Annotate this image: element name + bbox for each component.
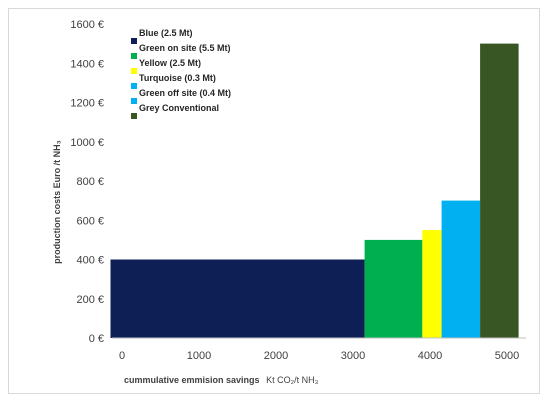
y-tick-label-6: 1200 € [70, 98, 104, 110]
x-tick-label-5: 5000 [495, 350, 519, 362]
legend-swatch-3 [131, 83, 137, 89]
y-tick-label-8: 1600 € [70, 19, 104, 31]
y-tick-label-3: 600 € [76, 215, 104, 227]
x-axis-title: cummulative emmision savings Kt CO₂/t NH… [124, 375, 319, 385]
legend-label-0: Blue (2.5 Mt) [139, 28, 193, 38]
bar-4 [480, 43, 519, 338]
legend-label-1: Green on site (5.5 Mt) [139, 43, 231, 53]
x-axis-title-text: cummulative emmision savings [124, 375, 260, 385]
legend-swatch-2 [131, 68, 137, 74]
x-axis-title-unit: Kt CO₂/t NH₃ [266, 375, 318, 385]
bars-layer [110, 43, 519, 338]
legend-label-4: Green off site (0.4 Mt) [139, 88, 231, 98]
bar-1 [364, 239, 423, 338]
y-axis-title: production costs Euro /t NH₃ [52, 140, 62, 264]
y-tick-label-4: 800 € [76, 176, 104, 188]
legend-label-3: Turquoise (0.3 Mt) [139, 73, 216, 83]
legend: Blue (2.5 Mt) Green on site (5.5 Mt) Yello… [131, 28, 231, 119]
y-tick-label-2: 400 € [76, 255, 104, 267]
y-tick-label-1: 200 € [76, 294, 104, 306]
x-tick-label-2: 2000 [264, 350, 288, 362]
legend-swatch-1 [131, 53, 137, 59]
y-tick-label-7: 1400 € [70, 58, 104, 70]
legend-swatch-0 [131, 38, 137, 44]
x-tick-label-1: 1000 [187, 350, 211, 362]
y-tick-label-0: 0 € [89, 333, 104, 345]
x-tick-label-0: 0 [119, 350, 125, 362]
bar-3 [441, 200, 481, 338]
x-tick-labels: 0 1000 2000 3000 4000 5000 [119, 350, 519, 362]
legend-label-2: Yellow (2.5 Mt) [139, 58, 201, 68]
legend-label-5: Grey Conventional [139, 103, 219, 113]
x-tick-label-4: 4000 [418, 350, 442, 362]
x-tick-label-3: 3000 [341, 350, 365, 362]
legend-swatch-5 [131, 113, 137, 119]
bar-2 [422, 230, 442, 338]
bar-0 [110, 259, 365, 338]
legend-swatch-4 [131, 98, 137, 104]
y-tick-label-5: 1000 € [70, 137, 104, 149]
y-tick-labels: 0 € 200 € 400 € 600 € 800 € 1000 € 1200 € 1400 … [70, 19, 104, 345]
